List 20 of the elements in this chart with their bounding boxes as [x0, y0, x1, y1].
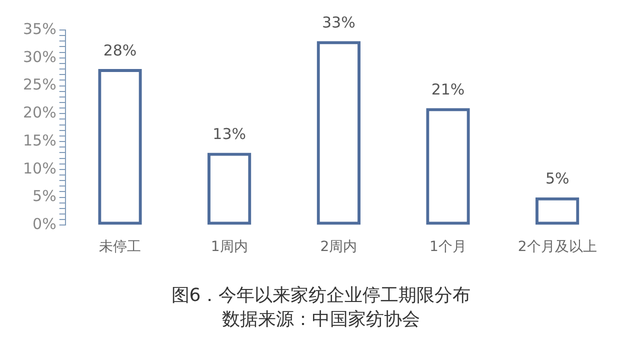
y-tick-label: 0% [32, 215, 56, 234]
data-label: 28% [103, 41, 137, 60]
y-tick-label: 30% [22, 48, 56, 66]
data-label: 21% [431, 80, 465, 98]
data-label: 33% [322, 14, 356, 32]
y-tick-label: 10% [22, 159, 56, 178]
y-tick-label: 20% [22, 104, 56, 122]
x-tick-label: 2周内 [320, 239, 358, 256]
x-tick-label: 2个月及以上 [518, 239, 597, 256]
data-label: 5% [545, 170, 570, 188]
y-tick-label: 35% [22, 20, 56, 38]
y-tick-label: 5% [32, 187, 56, 206]
x-tick-label: 未停工 [99, 239, 142, 256]
data-label: 13% [212, 125, 246, 144]
text: 图6．今年以来家纺企业停工期限分布 [170, 284, 472, 308]
y-tick-label: 25% [22, 76, 56, 94]
source-note: 数据来源：中国家纺协会 [221, 308, 421, 332]
x-tick-label: 1周内 [210, 239, 248, 256]
x-tick-label: 1个月 [430, 239, 466, 256]
y-tick-label: 15% [22, 131, 56, 150]
